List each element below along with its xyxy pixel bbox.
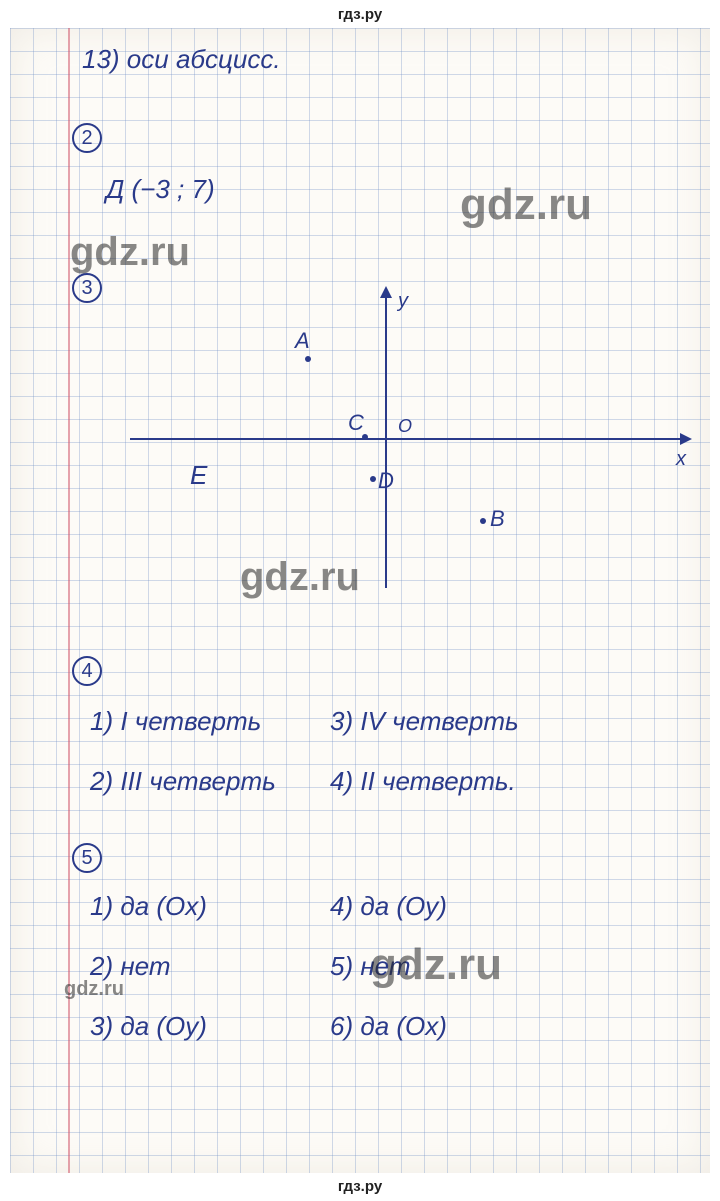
axis-y <box>385 288 387 588</box>
margin-line <box>68 28 70 1173</box>
q4-marker: 4 <box>72 656 102 686</box>
q3-marker: 3 <box>72 273 102 303</box>
point-a <box>305 356 311 362</box>
q5-item-2: 2) нет <box>90 953 170 979</box>
axis-x <box>130 438 690 440</box>
q5-item-5: 5) нет <box>330 953 410 979</box>
point-b-label: B <box>490 506 505 532</box>
origin-label: O <box>398 416 412 437</box>
q4-item-4: 4) II четверть. <box>330 768 516 794</box>
point-b <box>480 518 486 524</box>
site-header: гдз.ру <box>0 6 720 23</box>
q5-item-1: 1) да (Ox) <box>90 893 207 919</box>
site-footer: гдз.ру <box>0 1178 720 1195</box>
q2-text: Д (−3 ; 7) <box>106 176 215 202</box>
q5-marker: 5 <box>72 843 102 873</box>
point-c-label: C <box>348 410 364 436</box>
axis-x-label: x <box>676 448 686 471</box>
point-a-label: A <box>295 328 310 354</box>
point-d-label: D <box>378 468 394 494</box>
q5-item-4: 4) да (Oy) <box>330 893 447 919</box>
q5-item-3: 3) да (Oy) <box>90 1013 207 1039</box>
q4-item-2: 2) III четверть <box>90 768 276 794</box>
q4-item-3: 3) IV четверть <box>330 708 519 734</box>
point-d <box>370 476 376 482</box>
q4-item-1: 1) I четверть <box>90 708 261 734</box>
q2-marker: 2 <box>72 123 102 153</box>
q5-item-6: 6) да (Ox) <box>330 1013 447 1039</box>
point-e-label: E <box>190 460 207 491</box>
line-13: 13) оси абсцисс. <box>82 46 281 72</box>
coord-plane: x y O A C D E B <box>130 298 690 598</box>
axis-y-label: y <box>398 290 408 313</box>
notebook-paper: 13) оси абсцисс. 2 Д (−3 ; 7) 3 x y O A … <box>10 28 710 1173</box>
